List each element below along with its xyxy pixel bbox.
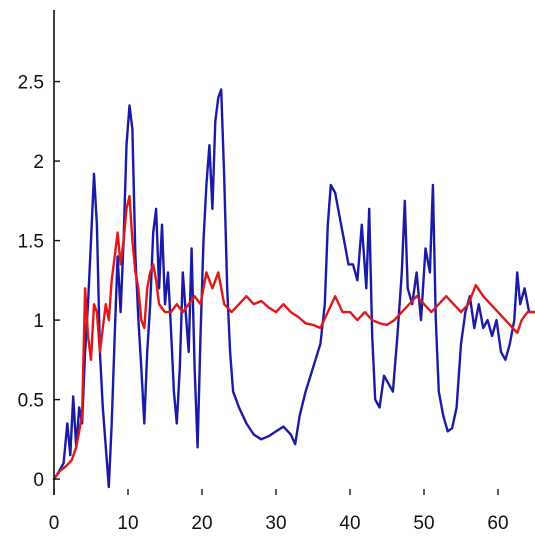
x-tick-label: 10 xyxy=(117,513,138,534)
y-tick-label: 1.5 xyxy=(18,232,44,253)
series-line-red xyxy=(52,194,535,481)
y-tick-label: 0 xyxy=(33,470,44,491)
x-tick-label: 50 xyxy=(413,513,434,534)
y-tick-label: 2 xyxy=(33,152,44,173)
x-tick-label: 60 xyxy=(487,513,508,534)
y-tick-label: 1 xyxy=(33,311,44,332)
y-axis-ticks: 0 0.5 1 1.5 2 2.5 xyxy=(18,73,60,491)
x-tick-label: 40 xyxy=(339,513,360,534)
series-line-blue xyxy=(52,88,535,489)
x-axis-ticks: 0 10 20 30 40 50 60 xyxy=(49,489,509,534)
x-tick-label: 30 xyxy=(265,513,286,534)
plot-area xyxy=(52,88,535,489)
y-tick-label: 0.5 xyxy=(18,391,44,412)
x-tick-label: 0 xyxy=(49,513,60,534)
y-tick-label: 2.5 xyxy=(18,73,44,94)
x-tick-label: 20 xyxy=(191,513,212,534)
